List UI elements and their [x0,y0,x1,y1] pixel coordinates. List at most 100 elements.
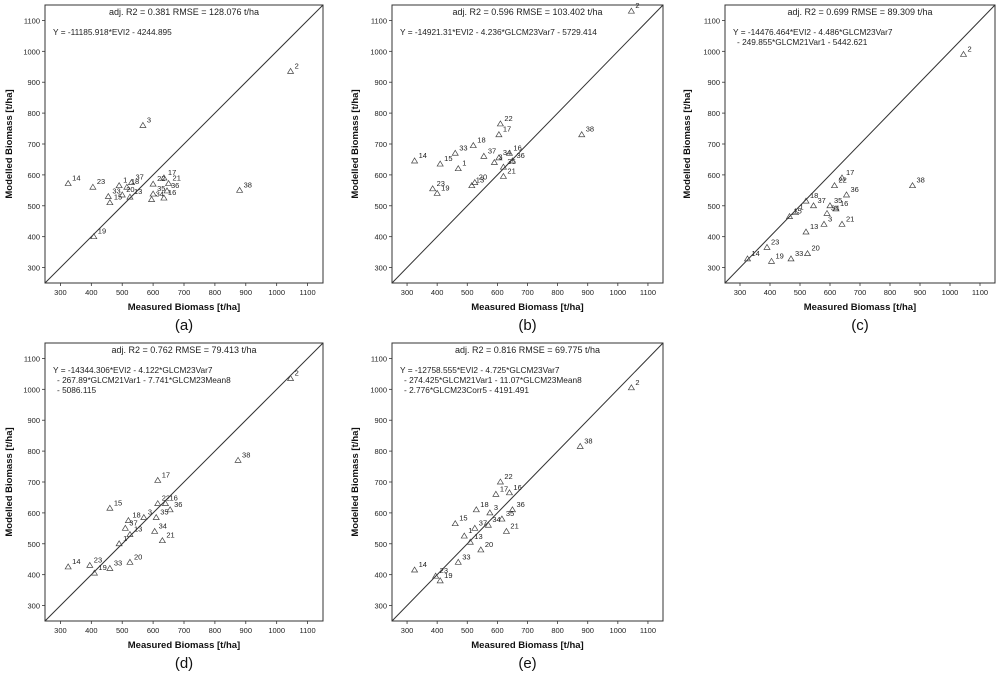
x-tick-label: 900 [240,626,253,635]
data-point-label: 38 [586,125,594,134]
data-point-label: 23 [440,566,448,575]
data-point [234,456,242,463]
data-point-label: 35 [160,508,168,517]
data-point [139,121,147,128]
data-point-label: 16 [513,483,521,492]
data-point-label: 15 [444,154,452,163]
one-to-one-line [724,4,996,284]
data-point [163,187,171,194]
chart-panel-5: 300 400 500 600 700 800 900 1000 1100 300 400 500 60… [350,342,664,672]
data-point-label: 34 [156,190,164,199]
data-point-label: 23 [771,237,779,246]
data-point [505,149,514,156]
data-point-label: 13 [474,532,482,541]
x-tick-label: 400 [431,288,444,297]
data-point [472,506,480,513]
data-point [490,158,498,165]
data-point [152,513,160,520]
data-point-label: 16 [513,143,521,152]
data-point [166,506,174,513]
data-point-label: 2 [295,369,299,378]
data-point-label: 34 [503,148,511,157]
y-axis-label: Modelled Biomass [t/ha] [4,427,15,536]
data-point [802,197,810,204]
data-point [495,154,503,161]
y-tick-label: 700 [27,478,40,487]
y-axis-label: Modelled Biomass [t/ha] [350,427,361,536]
y-tick-label: 1000 [23,385,40,394]
data-point [627,7,636,14]
data-point-label: 1 [123,176,127,185]
data-point-label: 21 [173,174,181,183]
x-tick-label: 1100 [640,288,656,297]
data-point-label: 23 [437,179,445,188]
data-point-label: 36 [171,181,179,190]
data-point [959,50,968,57]
data-point-label: 18 [810,191,818,200]
data-point [121,524,129,531]
data-point [454,558,462,565]
data-point [496,478,505,485]
data-point [286,374,295,381]
data-point-label: 3 [148,508,152,517]
data-point-label: 20 [812,244,820,253]
data-point-label: 34 [159,521,167,530]
data-point-label: 2 [635,1,639,10]
data-point-label: 22 [504,472,512,481]
y-tick-label: 800 [27,109,40,118]
y-tick-label: 700 [374,478,387,487]
y-tick-label: 600 [707,171,720,180]
data-point-label: 13 [134,187,142,196]
y-tick-label: 600 [374,509,387,518]
data-point [89,183,97,190]
data-point [809,202,818,209]
chart-panel-4: 300 400 500 600 700 800 900 1000 1100 300 400 500 60… [4,342,324,672]
data-point [838,174,846,181]
x-tick-label: 600 [147,288,160,297]
data-point [495,131,503,138]
x-tick-label: 1100 [640,626,656,635]
y-tick-label: 1000 [370,47,387,56]
x-tick-label: 600 [491,288,504,297]
data-point [127,178,136,185]
data-point-label: 14 [752,249,760,258]
data-point [106,199,114,206]
one-to-one-line [44,4,324,284]
data-point-label: 35 [506,509,514,518]
y-tick-label: 500 [374,202,387,211]
data-point [154,476,162,483]
data-point-label: 17 [500,484,508,493]
x-tick-label: 500 [794,288,807,297]
y-tick-label: 1000 [370,385,387,394]
y-tick-label: 1100 [371,354,387,363]
regression-equation-line: Y = -11185.918*EVI2 - 4244.895 [53,27,172,37]
data-point-label: 15 [114,498,122,507]
data-point-label: 38 [242,450,250,459]
data-point-label: 33 [459,143,467,152]
data-point-label: 2 [635,378,639,387]
data-point-label: 1 [462,159,466,168]
data-point [820,220,828,227]
data-point-label: 19 [776,251,784,260]
data-point-label: 17 [168,168,176,177]
data-point-label: 37 [818,196,826,205]
x-tick-label: 800 [209,626,222,635]
y-tick-label: 1100 [704,16,720,25]
data-point-label: 35 [834,196,842,205]
data-point [499,163,508,170]
data-point-label: 17 [162,470,170,479]
data-point-label: 38 [584,436,592,445]
y-tick-label: 900 [27,416,40,425]
x-tick-label: 500 [116,626,129,635]
data-point [64,179,72,186]
data-point [578,131,586,138]
chart-title: adj. R2 = 0.596 RMSE = 103.402 t/ha [452,7,602,17]
regression-equation-line: - 249.855*GLCM21Var1 - 5442.621 [737,37,868,47]
data-point [235,186,244,193]
data-point-label: 17 [846,168,854,177]
data-point-label: 21 [507,166,515,175]
data-point [763,243,771,250]
regression-equation-line: - 274.425*GLCM21Var1 - 11.07*GLCM23Mean8 [404,375,582,385]
data-point-label: 3 [828,214,832,223]
data-point [823,209,831,216]
